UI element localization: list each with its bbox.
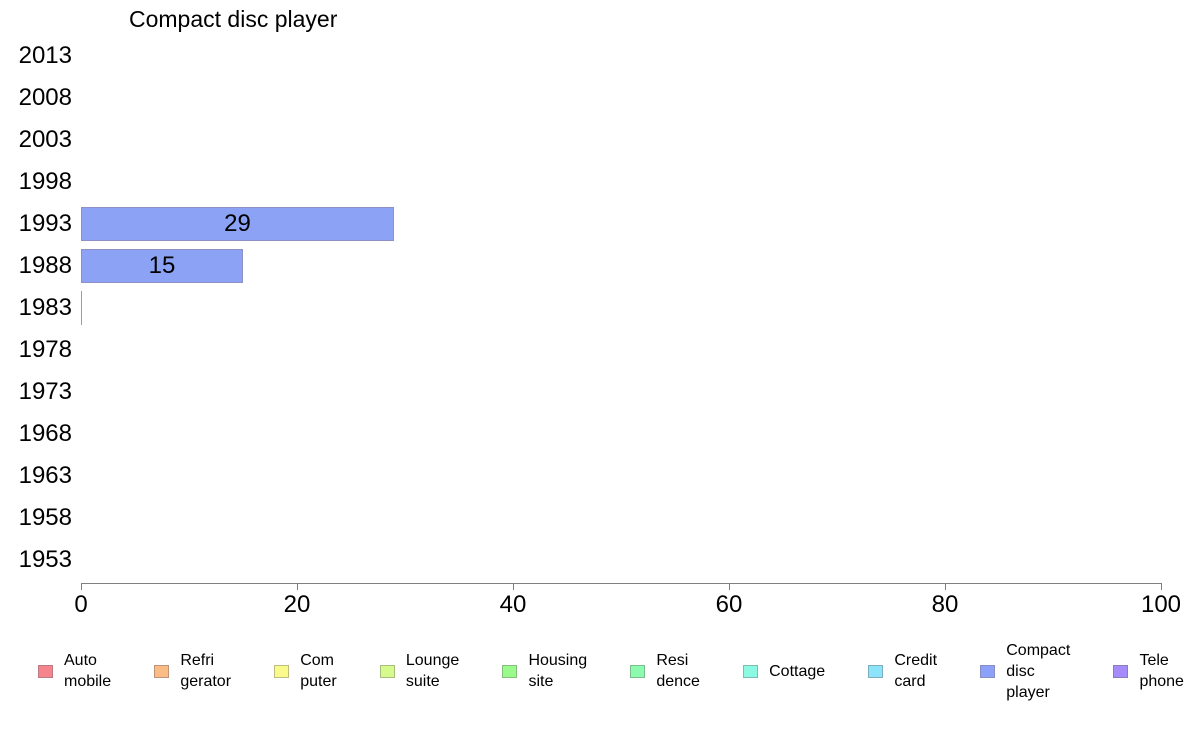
legend-item: Housing site xyxy=(502,650,587,692)
legend-item: Tele phone xyxy=(1113,650,1184,692)
legend-swatch-icon xyxy=(379,664,395,678)
y-axis-label: 1978 xyxy=(18,336,72,363)
x-axis-tick-label: 60 xyxy=(715,591,743,618)
x-axis-tick xyxy=(945,583,946,590)
legend-swatch-icon xyxy=(38,664,53,678)
x-axis-tick-label: 20 xyxy=(283,591,311,618)
legend-item: Compact disc player xyxy=(980,640,1070,703)
legend-item: Lounge suite xyxy=(379,650,460,692)
y-axis-label: 1973 xyxy=(18,378,72,405)
legend-swatch-icon xyxy=(154,664,170,678)
legend-label: Refri gerator xyxy=(180,652,232,690)
legend-label: Cottage xyxy=(769,662,826,680)
legend-swatch-icon xyxy=(502,664,518,678)
legend-item: Auto mobile xyxy=(38,650,111,692)
y-axis-label: 1993 xyxy=(18,210,72,237)
legend-swatch-icon xyxy=(1113,664,1129,678)
legend-swatch-icon xyxy=(274,664,290,678)
legend: Auto mobile Refri gerator Com puter Lounge … xyxy=(38,628,1184,714)
chart-title: Compact disc player xyxy=(129,6,338,32)
x-axis-tick xyxy=(81,583,82,590)
legend-label: Credit card xyxy=(894,652,938,690)
legend-label: Com puter xyxy=(300,652,337,690)
y-axis-label: 1953 xyxy=(18,546,72,573)
x-axis-tick-label: 100 xyxy=(1140,591,1182,618)
legend-label: Tele phone xyxy=(1139,652,1184,690)
legend-label: Lounge suite xyxy=(405,652,460,690)
bar xyxy=(81,291,82,325)
y-axis-label: 1988 xyxy=(18,252,72,279)
x-axis-tick-label: 40 xyxy=(499,591,527,618)
y-axis-label: 2008 xyxy=(18,84,72,111)
legend-label: Compact disc player xyxy=(1006,641,1071,701)
legend-item: Resi dence xyxy=(630,650,700,692)
y-axis-label: 1998 xyxy=(18,168,72,195)
legend-item: Com puter xyxy=(274,650,337,692)
y-axis-label: 1968 xyxy=(18,420,72,447)
y-axis-label: 1963 xyxy=(18,462,72,489)
legend-label: Housing site xyxy=(528,652,588,690)
y-axis-label: 1983 xyxy=(18,294,72,321)
legend-swatch-icon xyxy=(868,664,884,678)
legend-label: Resi dence xyxy=(656,652,700,690)
legend-swatch-icon xyxy=(743,664,759,678)
bar-value-label: 15 xyxy=(148,252,176,279)
legend-label: Auto mobile xyxy=(64,652,112,690)
legend-swatch-icon xyxy=(980,664,996,678)
y-axis-label: 1958 xyxy=(18,504,72,531)
x-axis-tick xyxy=(297,583,298,590)
bar xyxy=(81,207,394,241)
legend-item: Cottage xyxy=(743,661,825,682)
x-axis-tick xyxy=(513,583,514,590)
legend-swatch-icon xyxy=(630,664,646,678)
legend-item: Credit card xyxy=(868,650,937,692)
bar xyxy=(81,249,243,283)
y-axis-label: 2003 xyxy=(18,126,72,153)
x-axis-tick xyxy=(729,583,730,590)
y-axis-label: 2013 xyxy=(18,42,72,69)
x-axis-tick-label: 0 xyxy=(74,591,88,618)
x-axis-tick xyxy=(1161,583,1162,590)
legend-item: Refri gerator xyxy=(154,650,231,692)
bar-value-label: 29 xyxy=(224,210,251,237)
x-axis-line xyxy=(81,583,1162,584)
x-axis-tick-label: 80 xyxy=(931,591,959,618)
